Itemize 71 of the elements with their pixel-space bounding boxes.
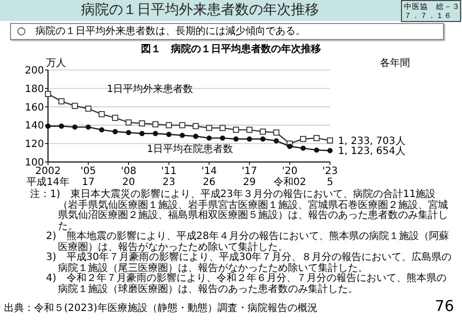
point <box>152 130 158 136</box>
point <box>246 126 252 133</box>
point <box>86 124 91 130</box>
point <box>72 102 78 109</box>
caption: 図１ 病院の１日平均患者数の年次推移 <box>140 44 322 56</box>
point <box>326 137 334 144</box>
point <box>314 147 320 153</box>
point <box>246 136 252 142</box>
point <box>98 111 105 118</box>
point <box>139 130 145 136</box>
point <box>138 120 146 126</box>
source-note: 出典：令和５(2023)年医療施設（静態・動態）調査・病院報告の概況 <box>4 303 318 315</box>
x-tick-label: '14 26 <box>201 166 217 188</box>
x-tick-label: '11 23 <box>161 166 177 188</box>
point <box>72 124 78 130</box>
point <box>287 144 292 149</box>
point <box>152 121 158 128</box>
point <box>300 136 306 142</box>
point <box>193 134 198 139</box>
text: 各年間 <box>380 58 410 69</box>
y-tick-label: 180 <box>24 84 44 95</box>
y-tick-label: 160 <box>24 102 44 114</box>
text: 76 <box>434 297 454 315</box>
point <box>206 124 212 132</box>
x-tick-label: 2002 平成14年 <box>26 166 70 188</box>
series-label: 1日平均在院患者数 <box>146 143 234 155</box>
y-tick-label: 140 <box>24 120 44 132</box>
point <box>180 132 185 138</box>
point <box>44 90 52 97</box>
text: 注：1) 東日本大震災の影響により、平成23年３月分の報告において、病院の合計11施設（岩手県気仙医療圏１施設、岩手県宮古医療圏１施設、宮城県石巻医療圏２施設、宮城県気仙沼医療圏２施設、福島県相双医療圏５施設）は、報告のあった患者数のみ集計した。 <box>29 189 448 232</box>
point <box>126 119 132 126</box>
point <box>314 135 320 142</box>
text: 4) 令和２年７月豪雨の影響により、令和２年６月分、７月分の報告において、熊本県の病院１施設（球磨医療圏）は、報告のあった患者数のみ集計した。 <box>45 273 448 295</box>
x-tick-label: '05 17 <box>80 166 96 188</box>
point <box>220 135 226 141</box>
point <box>112 129 118 134</box>
point <box>126 130 132 136</box>
point <box>58 98 64 104</box>
point <box>45 124 51 129</box>
x-tick-label: '20 令和02 <box>273 166 306 188</box>
point <box>112 114 118 121</box>
chart-title: 病院の１日平均外来患者数の年次推移 <box>80 2 320 19</box>
point <box>260 128 266 135</box>
y-tick-label: 120 <box>24 139 44 150</box>
point <box>99 127 104 132</box>
point <box>192 123 199 130</box>
x-tick-label: '23 5 <box>322 166 338 188</box>
point <box>206 135 212 141</box>
point <box>166 122 172 128</box>
point <box>300 146 306 151</box>
y-tick-label: 200 <box>24 66 44 76</box>
y-axis-title: 万人 <box>46 58 66 69</box>
chart-subtitle: ○ 病院の１日平均外来患者数は、長期的には減少傾向である。 <box>10 23 444 40</box>
x-tick-label: '08 20 <box>120 166 136 188</box>
point <box>273 130 280 136</box>
text: 2) 熊本地震の影響により、平成28年４月分の報告において、熊本県の病院１施設（阿蘇医療圏）は、報告がなかったため除いて集計した。 <box>45 231 450 252</box>
text: 1, 233, 703人 <box>338 136 406 147</box>
point <box>179 122 186 128</box>
x-tick-label: '17 29 <box>242 166 258 188</box>
point <box>232 126 240 133</box>
series-label: 1日平均外来患者数 <box>106 83 194 95</box>
point <box>85 106 92 112</box>
text: 1, 123, 654人 <box>338 146 406 158</box>
point <box>58 124 64 129</box>
point <box>220 124 226 132</box>
point <box>166 132 172 137</box>
point <box>260 136 266 142</box>
point <box>327 148 333 154</box>
text: 3) 平成30年７月豪雨の影響により、平成30年７月分、８月分の報告において、広島県の病院１施設（尾三医療圏）は、報告がなかったため除いて集計した。 <box>45 252 453 274</box>
point <box>233 136 239 142</box>
point <box>274 138 279 144</box>
